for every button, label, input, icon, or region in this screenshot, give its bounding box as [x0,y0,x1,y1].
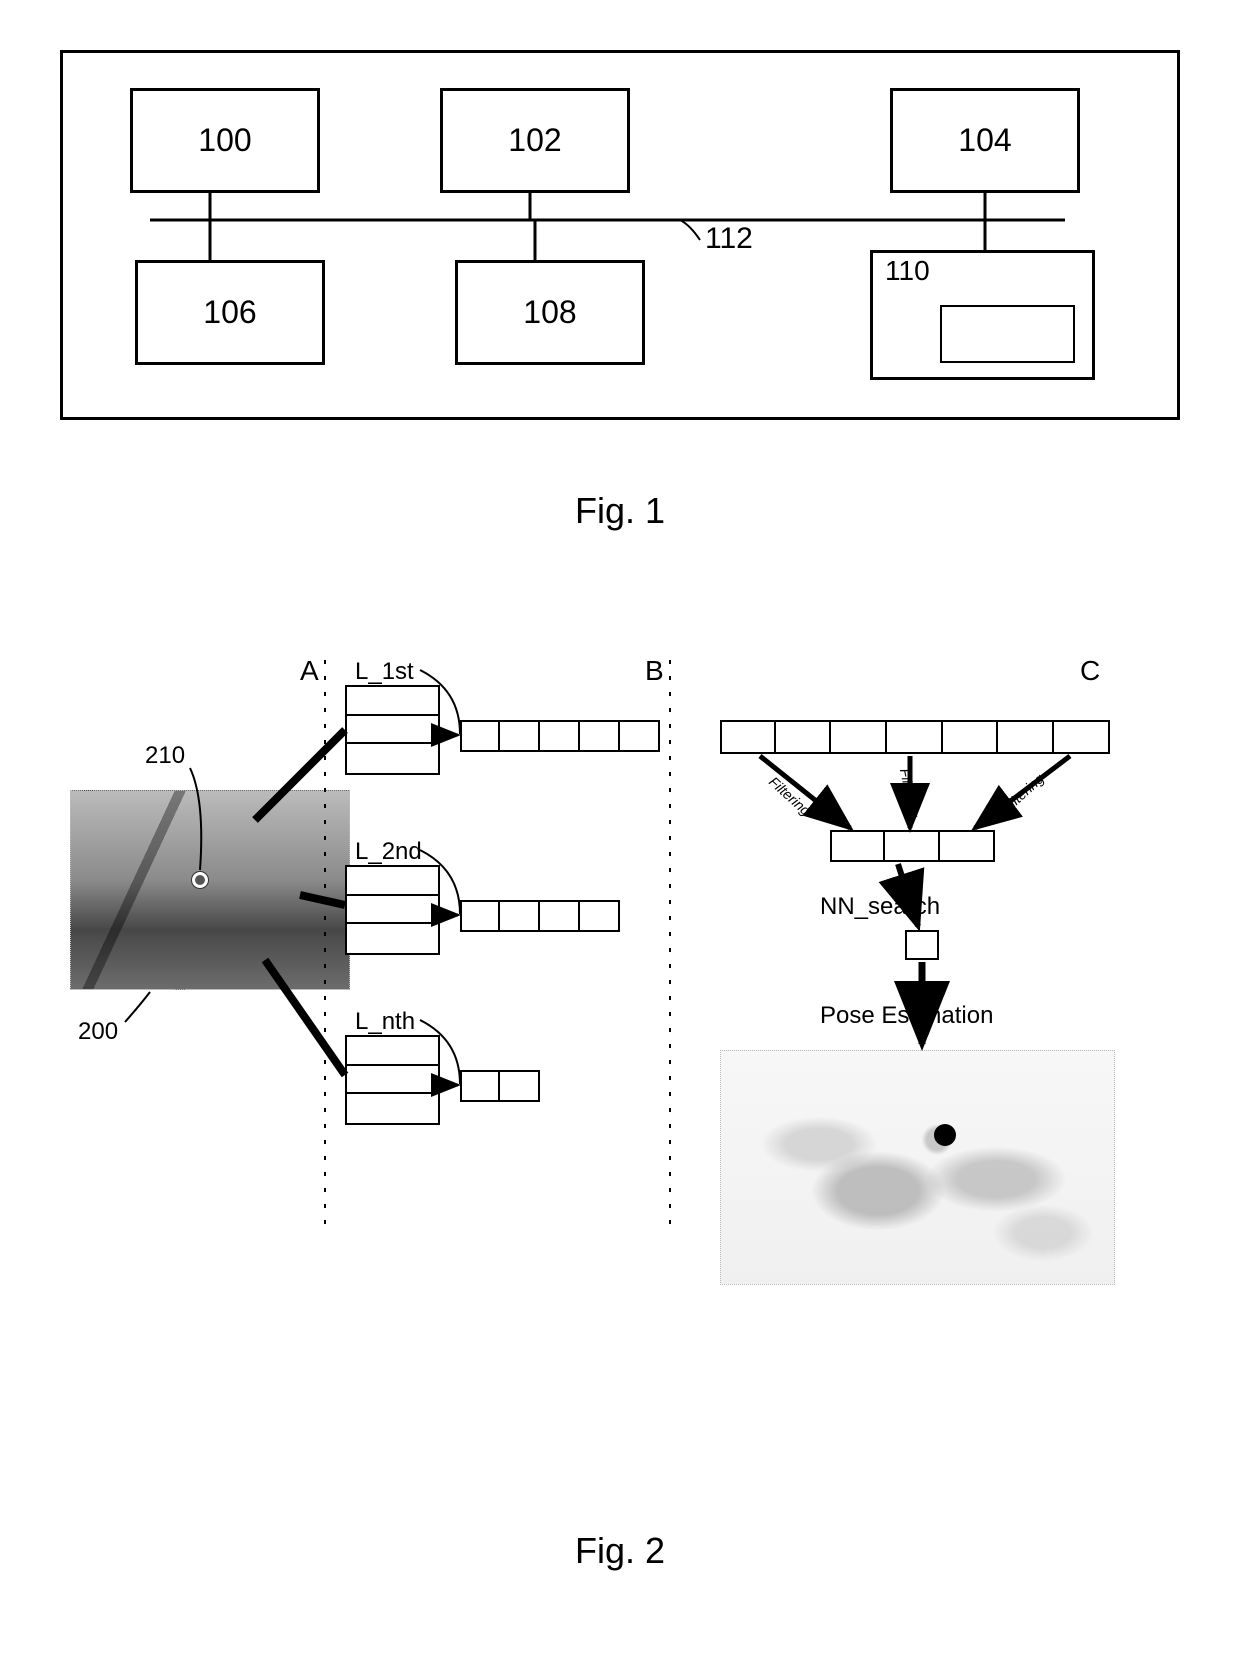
fig1-bus-label: 112 [705,222,753,256]
fig2-c-top-strip [720,720,1110,754]
fig1-block-108-label: 108 [523,294,576,331]
fig2-caption: Fig. 2 [0,1530,1240,1572]
fig2-result-map [720,1050,1115,1285]
fig1-block-102-label: 102 [508,122,561,159]
fig1-block-106-label: 106 [203,294,256,331]
fig1-block-100: 100 [130,88,320,193]
fig2-filter-label-1: Filtering [766,773,814,818]
fig1-caption: Fig. 1 [0,490,1240,532]
fig2-ref-210: 210 [145,742,185,770]
fig2-level3-stack [345,1035,440,1125]
fig1-block-104: 104 [890,88,1080,193]
fig1-block-106: 106 [135,260,325,365]
fig2-col-a-label: A [300,655,319,687]
fig1-block-110-label: 110 [885,255,930,287]
fig2-result-dot [934,1124,956,1146]
fig2-level2-label: L_2nd [355,838,422,866]
fig2-level1-strip [460,720,660,752]
fig1-block-108: 108 [455,260,645,365]
fig2-level2-stack [345,865,440,955]
fig2-level3-label: L_nth [355,1008,415,1036]
fig2-level1-label: L_1st [355,658,414,686]
fig2-level2-strip [460,900,620,932]
fig2-query-marker [192,872,208,888]
fig1-block-110-inner [940,305,1075,363]
fig2-pose-label: Pose Estimation [820,1002,993,1030]
fig2-col-c-label: C [1080,655,1100,687]
fig1-block-102: 102 [440,88,630,193]
fig2-ref-200: 200 [78,1018,118,1046]
fig2-filter-label-2: Filtering [897,767,923,819]
fig1-block-100-label: 100 [198,122,251,159]
fig2-c-nn-box [905,930,939,960]
fig2-level1-stack [345,685,440,775]
fig2-nn-search-label: NN_search [820,893,940,921]
fig2-col-b-label: B [645,655,664,687]
fig2-filter-label-3: Filtering [999,770,1047,815]
page: 100 102 104 106 108 110 112 Fig. 1 A B C [0,0,1240,1664]
fig2-query-image [70,790,350,990]
fig1-block-104-label: 104 [958,122,1011,159]
fig2-c-mid-strip [830,830,995,862]
fig2-level3-strip [460,1070,540,1102]
